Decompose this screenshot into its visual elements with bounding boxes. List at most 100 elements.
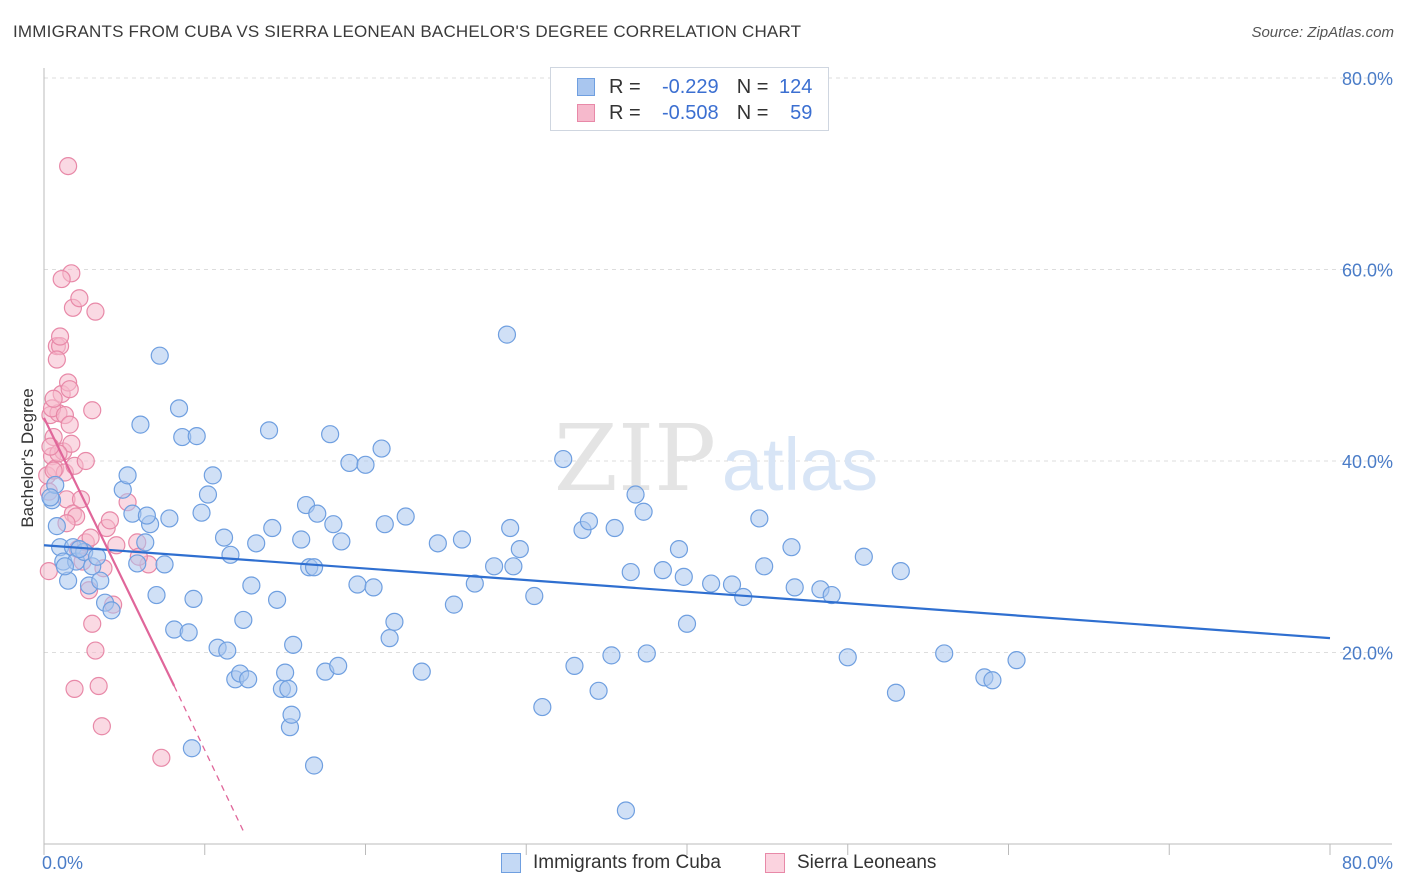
legend-r-label: R = <box>609 101 641 124</box>
point-cuba <box>284 635 303 654</box>
point-cuba <box>674 567 693 586</box>
point-cuba <box>182 739 201 758</box>
point-cuba <box>755 557 774 576</box>
point-cuba <box>579 512 599 531</box>
legend-row-sierra-leone: R = -0.508 N = 59 <box>577 100 812 126</box>
bottom-legend-label-cuba: Immigrants from Cuba <box>533 852 721 873</box>
point-cuba <box>891 562 910 581</box>
point-sierra-leonean <box>65 679 84 698</box>
point-sierra-leonean <box>52 269 71 289</box>
point-cuba <box>91 571 110 590</box>
point-cuba <box>750 509 769 528</box>
point-cuba <box>221 545 240 564</box>
point-cuba <box>276 663 295 682</box>
point-cuba <box>886 683 906 702</box>
point-cuba <box>854 547 873 566</box>
point-cuba <box>348 575 367 594</box>
point-sierra-leonean <box>100 511 120 530</box>
point-cuba <box>304 558 324 577</box>
point-cuba <box>465 574 484 593</box>
point-cuba <box>428 534 447 553</box>
y-tick-label: 80.0% <box>1342 69 1393 89</box>
point-sierra-leonean <box>70 289 89 308</box>
point-cuba <box>136 533 155 552</box>
point-cuba <box>282 705 301 724</box>
point-cuba <box>364 578 383 597</box>
point-sierra-leonean <box>76 451 95 471</box>
point-cuba <box>702 574 721 593</box>
point-cuba <box>375 515 394 534</box>
point-cuba <box>1007 651 1026 670</box>
bottom-legend-label-sierra-leone: Sierra Leoneans <box>797 852 937 873</box>
point-cuba <box>605 518 624 538</box>
point-cuba <box>782 538 801 557</box>
point-cuba <box>321 425 340 444</box>
point-cuba <box>128 554 147 573</box>
point-cuba <box>412 662 431 681</box>
point-cuba <box>308 504 327 523</box>
tick-labels: 20.0% 40.0% 60.0% 80.0% 0.0% 80.0% <box>42 69 1393 873</box>
point-cuba <box>722 575 742 594</box>
point-cuba <box>247 534 266 553</box>
point-cuba <box>324 515 343 534</box>
point-cuba <box>332 532 351 551</box>
legend-n-label: N = <box>736 75 769 98</box>
point-cuba <box>267 590 287 609</box>
point-cuba <box>822 585 841 605</box>
point-cuba <box>589 681 608 700</box>
point-sierra-leonean <box>59 156 78 176</box>
trend-line-sierra-leonean <box>43 417 176 687</box>
watermark-atlas: atlas <box>722 423 878 506</box>
point-cuba <box>137 506 156 525</box>
legend-n-value-sierra-leone: 59 <box>790 101 813 124</box>
point-cuba <box>533 697 552 717</box>
point-cuba <box>47 517 66 536</box>
point-cuba <box>634 502 653 521</box>
point-cuba <box>838 648 857 667</box>
point-cuba <box>187 427 206 446</box>
point-sierra-leonean <box>50 327 70 346</box>
point-cuba <box>554 449 573 469</box>
point-sierra-leonean <box>44 389 63 408</box>
trend-line-cuba <box>43 544 1331 640</box>
point-cuba <box>602 646 621 665</box>
point-cuba <box>485 557 504 576</box>
point-cuba <box>147 585 166 605</box>
point-cuba <box>616 801 636 820</box>
point-sierra-leonean <box>60 380 79 399</box>
y-tick-label: 60.0% <box>1342 261 1393 281</box>
point-cuba <box>279 679 298 698</box>
legend-r-label: R = <box>609 75 641 98</box>
bottom-legend-sierra-leone: Sierra Leoneans <box>765 852 936 874</box>
point-cuba <box>155 555 174 574</box>
point-cuba <box>239 670 258 689</box>
point-sierra-leonean <box>62 434 81 453</box>
point-cuba <box>935 644 954 663</box>
point-cuba <box>983 671 1002 690</box>
bottom-legend-swatch-cuba <box>501 853 521 873</box>
point-cuba <box>626 485 645 504</box>
point-sierra-leonean <box>86 302 105 321</box>
point-cuba <box>621 562 640 582</box>
trend-lines <box>43 417 1331 835</box>
bottom-legend-swatch-sierra-leone <box>765 853 785 873</box>
point-cuba <box>150 346 169 365</box>
point-sierra-leonean <box>83 614 102 633</box>
legend-swatch-sierra-leone <box>577 104 595 122</box>
point-cuba <box>304 756 324 775</box>
point-cuba <box>102 601 121 620</box>
point-cuba <box>396 507 415 526</box>
grid <box>44 77 1392 653</box>
point-cuba <box>452 530 472 549</box>
point-cuba <box>385 612 404 631</box>
source-credit: Source: ZipAtlas.com <box>1251 24 1394 41</box>
point-cuba <box>329 656 348 676</box>
point-sierra-leonean <box>152 748 171 767</box>
x-tick-label: 80.0% <box>1342 853 1393 873</box>
point-cuba <box>118 466 137 485</box>
point-sierra-leonean <box>39 562 58 581</box>
point-cuba <box>444 595 464 614</box>
trend-line-sierra-leonean-extension <box>173 685 246 835</box>
legend-r-value-sierra-leone: -0.508 <box>661 101 719 124</box>
point-cuba <box>372 439 391 458</box>
